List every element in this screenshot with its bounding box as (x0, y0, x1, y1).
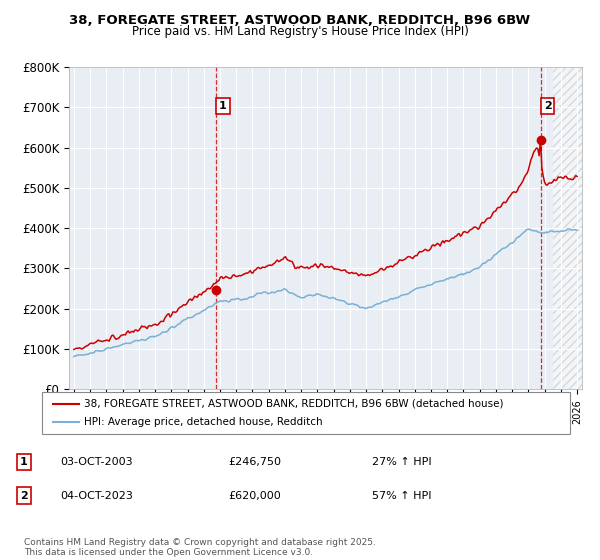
Polygon shape (553, 67, 582, 389)
Text: 38, FOREGATE STREET, ASTWOOD BANK, REDDITCH, B96 6BW (detached house): 38, FOREGATE STREET, ASTWOOD BANK, REDDI… (84, 399, 504, 409)
Text: 2: 2 (544, 101, 551, 111)
Text: 1: 1 (219, 101, 227, 111)
Text: 2: 2 (20, 491, 28, 501)
Text: 04-OCT-2023: 04-OCT-2023 (60, 491, 133, 501)
FancyBboxPatch shape (42, 392, 570, 434)
Text: 03-OCT-2003: 03-OCT-2003 (60, 457, 133, 467)
Text: 57% ↑ HPI: 57% ↑ HPI (372, 491, 431, 501)
Text: 1: 1 (20, 457, 28, 467)
Text: 27% ↑ HPI: 27% ↑ HPI (372, 457, 431, 467)
Text: Contains HM Land Registry data © Crown copyright and database right 2025.
This d: Contains HM Land Registry data © Crown c… (24, 538, 376, 557)
Text: £620,000: £620,000 (228, 491, 281, 501)
Text: 38, FOREGATE STREET, ASTWOOD BANK, REDDITCH, B96 6BW: 38, FOREGATE STREET, ASTWOOD BANK, REDDI… (70, 14, 530, 27)
Text: HPI: Average price, detached house, Redditch: HPI: Average price, detached house, Redd… (84, 417, 323, 427)
Text: £246,750: £246,750 (228, 457, 281, 467)
Text: Price paid vs. HM Land Registry's House Price Index (HPI): Price paid vs. HM Land Registry's House … (131, 25, 469, 38)
